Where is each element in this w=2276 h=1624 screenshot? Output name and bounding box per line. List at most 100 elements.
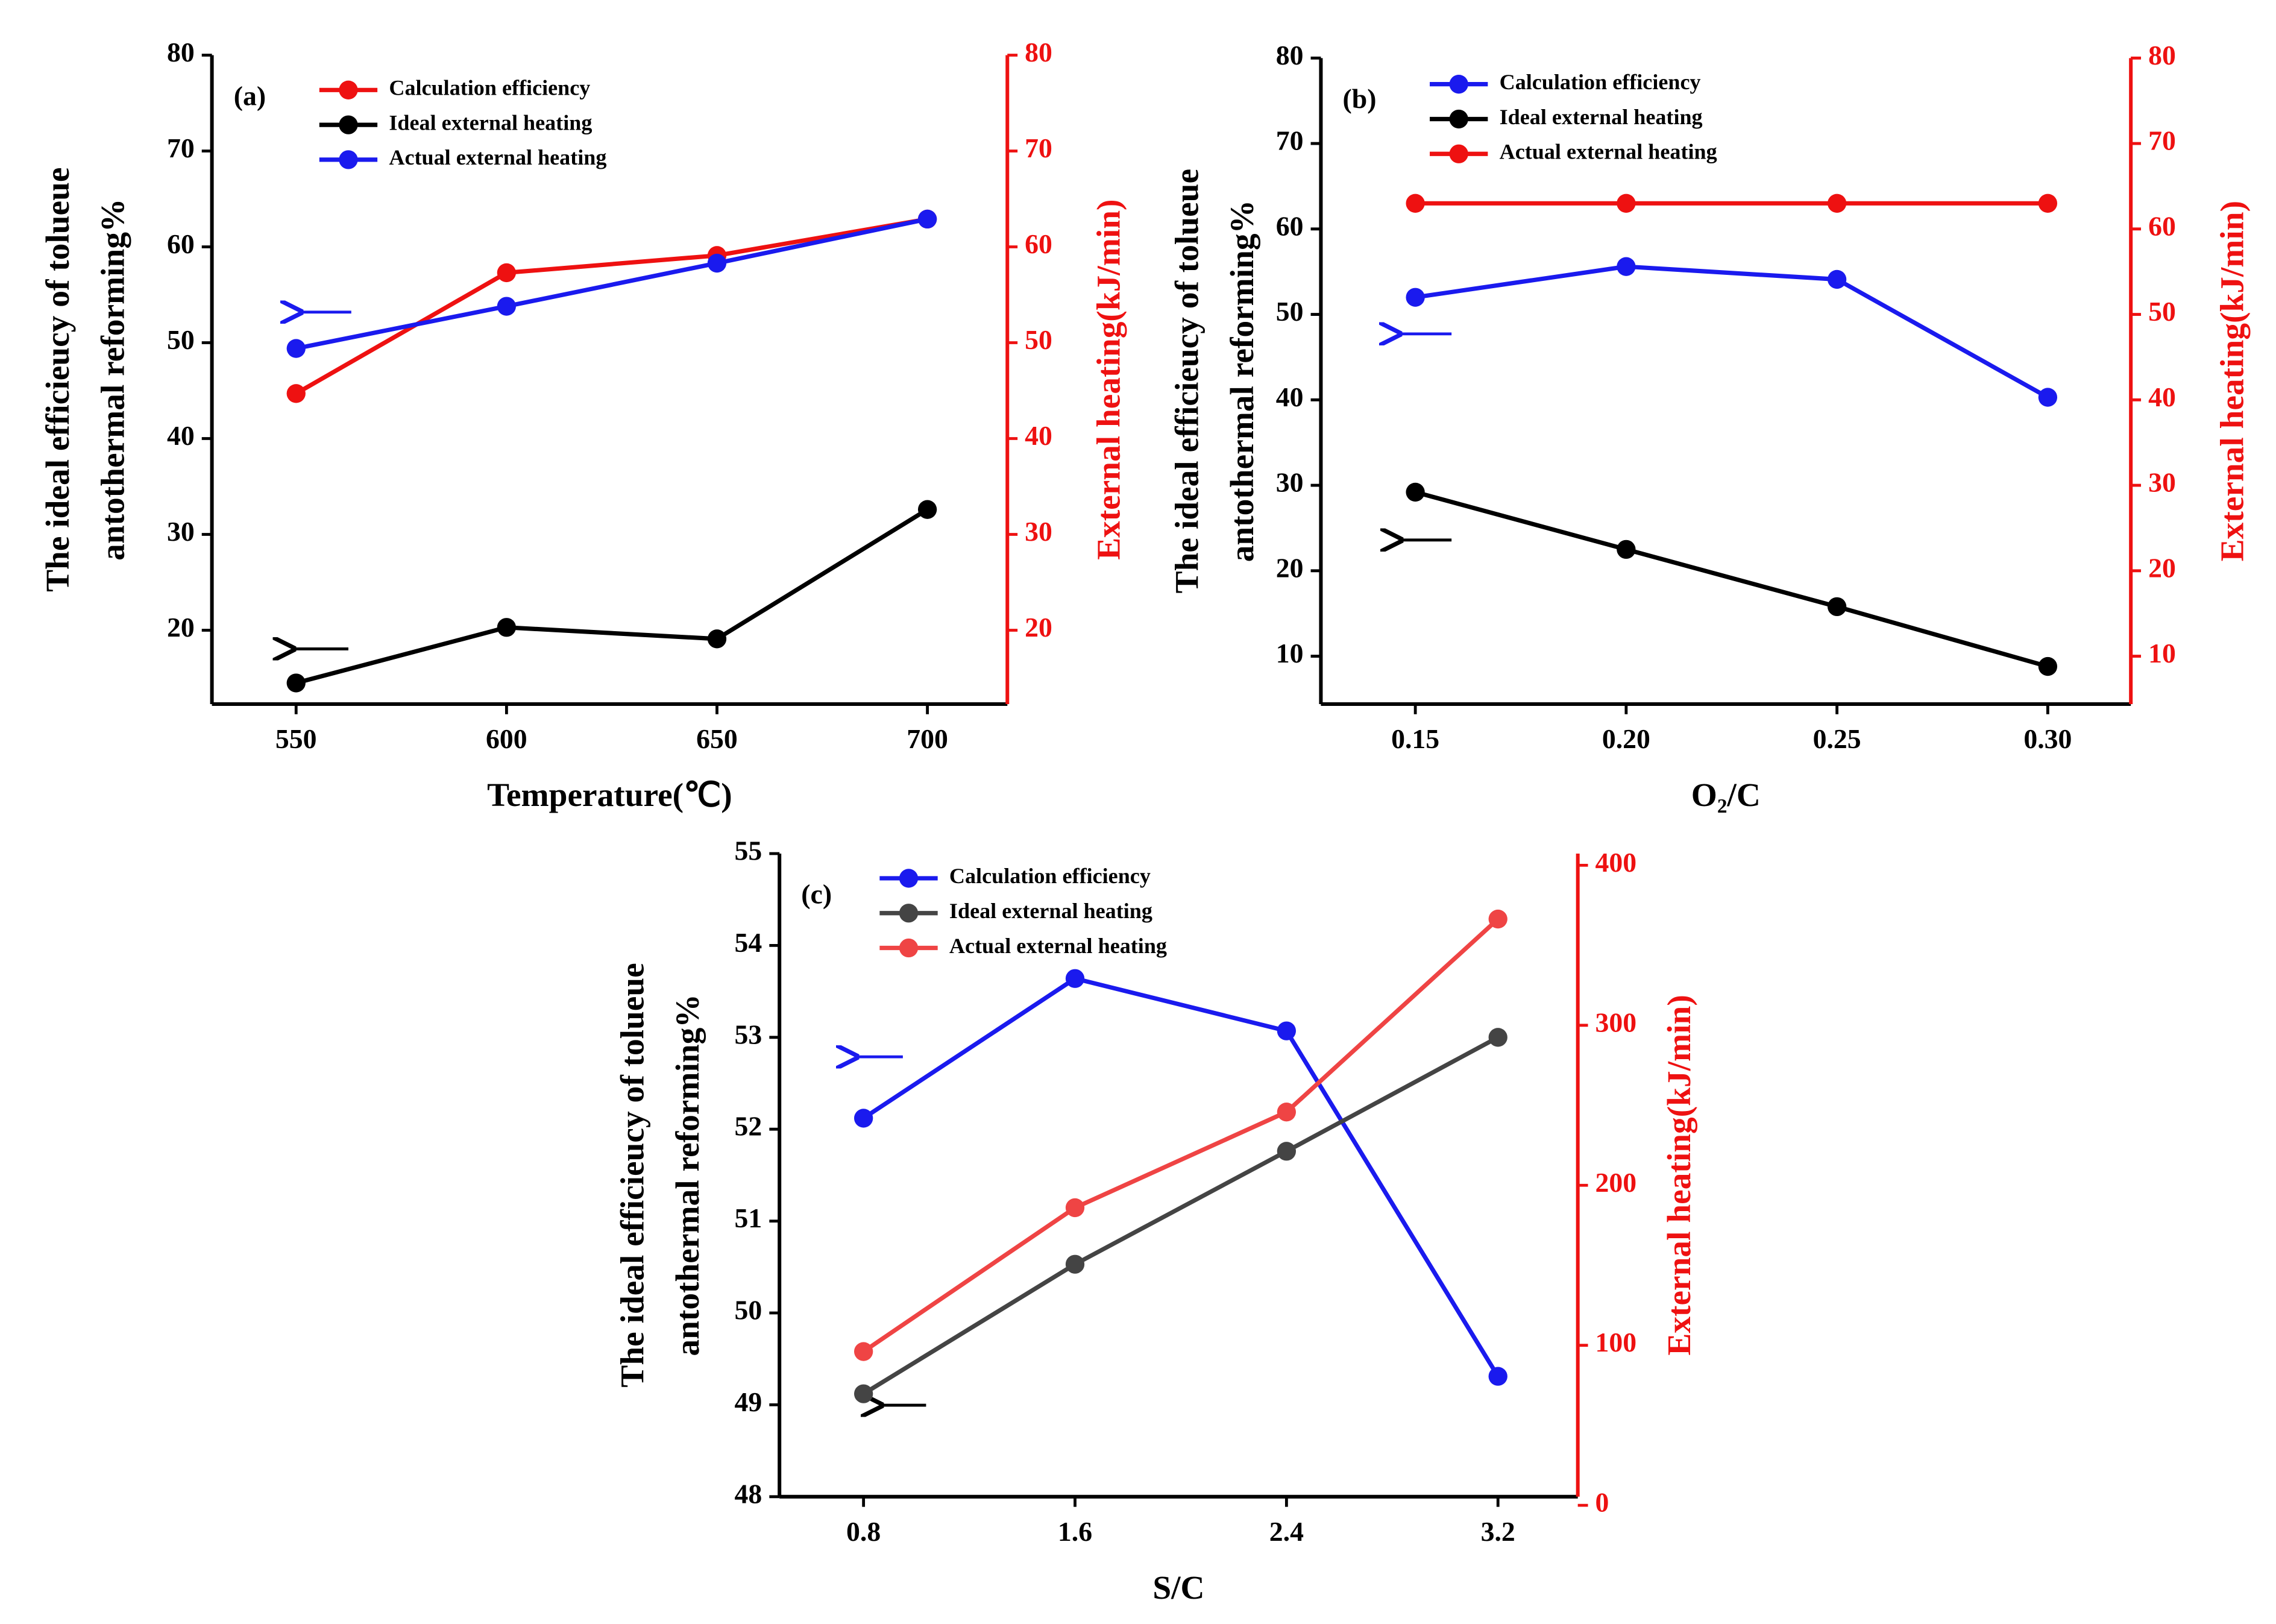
y-tick-label: 20 [1276,552,1304,583]
y-tick-label: 52 [735,1111,762,1142]
y2-axis-label: External heating(kJ/min) [1661,995,1697,1355]
point [1827,597,1847,617]
legend-label: Calculation efficiency [389,76,590,100]
x-tick-label: 700 [907,723,948,754]
legend-marker [899,869,919,888]
x-tick-label: 0.30 [2023,723,2072,754]
y-tick-label: 54 [735,927,762,958]
legend-label: Actual external heating [389,145,606,169]
series-line [295,216,928,351]
x-axis-label: O₂/C [1691,776,1761,813]
point [917,500,937,519]
chart: 0.15 0.20 0.25 0.30 10 20 30 40 50 60 70 80 10 20 30 40… [1168,40,2250,813]
x-tick-label: 0.8 [846,1516,881,1547]
y-tick-label: 30 [167,516,195,547]
y-axis-label: The ideal efficieucy of tolueue [39,168,76,592]
x-tick-label: 550 [275,723,317,754]
y2-tick-label: 80 [1025,37,1052,68]
legend-marker [1449,144,1468,163]
x-axis-label: Temperature(℃) [487,776,732,813]
y-tick-label: 50 [735,1295,762,1326]
x-tick-label: 0.15 [1391,723,1439,754]
y-tick-label: 10 [1276,638,1304,669]
y-axis-label: antothermal reforming% [669,994,706,1356]
y-tick-label: 40 [1276,382,1304,412]
y-tick-label: 60 [167,228,195,259]
y-tick-label: 55 [735,835,762,866]
point [1065,1254,1085,1274]
y-axis-label: The ideal efficieucy of tolueue [614,963,650,1387]
y-tick-label: 40 [167,420,195,451]
y2-tick-label: 40 [1025,420,1052,451]
legend-label: Ideal external heating [1500,105,1703,129]
y-axis-label: The ideal efficieucy of tolueue [1168,169,1205,593]
point [1488,909,1507,929]
point [854,1384,873,1403]
point [1277,1103,1297,1122]
series-line [1415,489,2049,669]
legend-label: Calculation efficiency [1500,70,1701,94]
y2-tick-label: 70 [1025,133,1052,163]
legend-marker [339,80,358,99]
legend-marker [339,150,358,169]
y2-tick-label: 200 [1595,1167,1637,1198]
panel-label: (c) [801,879,832,910]
point [1065,1198,1085,1218]
point [1827,269,1847,289]
point [2038,656,2058,676]
panel-label: (b) [1343,83,1377,114]
y-tick-label: 30 [1276,467,1304,498]
legend-label: Calculation efficiency [949,864,1151,888]
y2-tick-label: 100 [1595,1327,1637,1358]
x-tick-label: 650 [696,723,738,754]
point [1488,1028,1507,1047]
legend-label: Ideal external heating [949,899,1152,923]
series-line [295,508,929,685]
y2-tick-label: 300 [1595,1007,1637,1037]
y2-tick-label: 50 [2148,296,2176,327]
x-tick-label: 0.20 [1602,723,1650,754]
point [854,1109,873,1128]
y2-tick-label: 30 [2148,467,2176,498]
legend-label: Ideal external heating [389,110,592,134]
legend-marker [899,938,919,958]
y-tick-label: 49 [735,1386,762,1417]
x-tick-label: 1.6 [1058,1516,1092,1547]
point [1617,194,1636,213]
x-tick-label: 600 [486,723,527,754]
y-tick-label: 50 [1276,296,1304,327]
y2-axis-label: External heating(kJ/min) [2213,201,2250,561]
chart: 550 600 650 700 20 30 40 50 60 70 80 20 30 40 50 60 70 80… [39,37,1127,813]
x-tick-label: 2.4 [1269,1516,1304,1547]
y2-tick-label: 400 [1595,847,1637,878]
point [1406,482,1425,502]
y-tick-label: 60 [1276,210,1304,241]
y2-tick-label: 30 [1025,516,1052,547]
y-tick-label: 51 [735,1203,762,1233]
point [497,618,517,637]
point [286,384,306,403]
y-tick-label: 48 [735,1478,762,1509]
y2-tick-label: 10 [2148,638,2176,669]
point [2038,194,2058,213]
y-tick-label: 80 [1276,40,1304,71]
point [707,253,727,273]
point [1277,1142,1297,1161]
point [1065,969,1085,988]
panel-label: (a) [234,80,266,111]
y-tick-label: 20 [167,612,195,643]
point [707,629,727,649]
point [286,673,306,693]
point [497,297,517,316]
legend-marker [899,904,919,923]
y2-tick-label: 20 [2148,552,2176,583]
point [1827,194,1847,213]
series-line [295,216,928,395]
point [2038,388,2058,407]
point [854,1342,873,1361]
point [1406,194,1425,213]
y2-tick-label: 20 [1025,612,1052,643]
series-line [862,917,1500,1354]
y2-tick-label: 80 [2148,40,2176,71]
